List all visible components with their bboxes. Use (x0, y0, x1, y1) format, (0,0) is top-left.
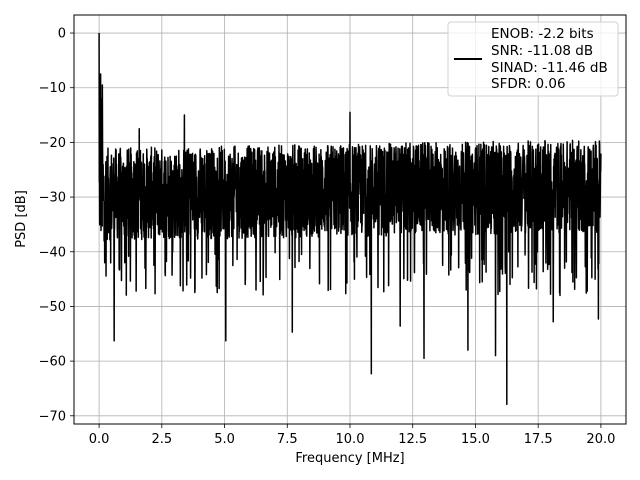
x-tick-label: 12.5 (398, 432, 427, 447)
psd-series-line (98, 33, 602, 406)
x-tick-label: 7.5 (277, 432, 298, 447)
x-axis: 0.0 2.5 5.0 7.5 10.0 12.5 15.0 17.5 20.0 (89, 424, 615, 447)
x-tick-label: 20.0 (586, 432, 615, 447)
legend-entry-sfdr: SFDR: 0.06 (491, 76, 566, 92)
legend-entry-sinad: SINAD: -11.46 dB (491, 60, 608, 76)
x-tick-label: 5.0 (214, 432, 235, 447)
x-tick-label: 10.0 (336, 432, 365, 447)
y-tick-label: 0 (58, 27, 66, 42)
x-axis-label: Frequency [MHz] (295, 451, 404, 466)
series-layer (98, 33, 602, 406)
x-tick-label: 0.0 (89, 432, 110, 447)
legend-entry-snr: SNR: -11.08 dB (491, 43, 593, 59)
y-tick-label: −40 (39, 245, 66, 260)
y-tick-label: −30 (39, 191, 66, 206)
legend-box (447, 21, 619, 97)
legend-entry-enob: ENOB: -2.2 bits (491, 26, 594, 42)
y-tick-label: −60 (39, 355, 66, 370)
legend: ENOB: -2.2 bits SNR: -11.08 dB SINAD: -1… (447, 21, 619, 97)
y-tick-label: −20 (39, 136, 66, 151)
y-tick-label: −70 (39, 409, 66, 424)
x-tick-label: 2.5 (151, 432, 172, 447)
y-tick-label: −50 (39, 300, 66, 315)
x-tick-label: 17.5 (524, 432, 553, 447)
y-tick-label: −10 (39, 81, 66, 96)
y-axis: 0 −10 −20 −30 −40 −50 −60 −70 (39, 27, 74, 424)
x-tick-label: 15.0 (461, 432, 490, 447)
y-axis-label: PSD [dB] (14, 190, 29, 248)
